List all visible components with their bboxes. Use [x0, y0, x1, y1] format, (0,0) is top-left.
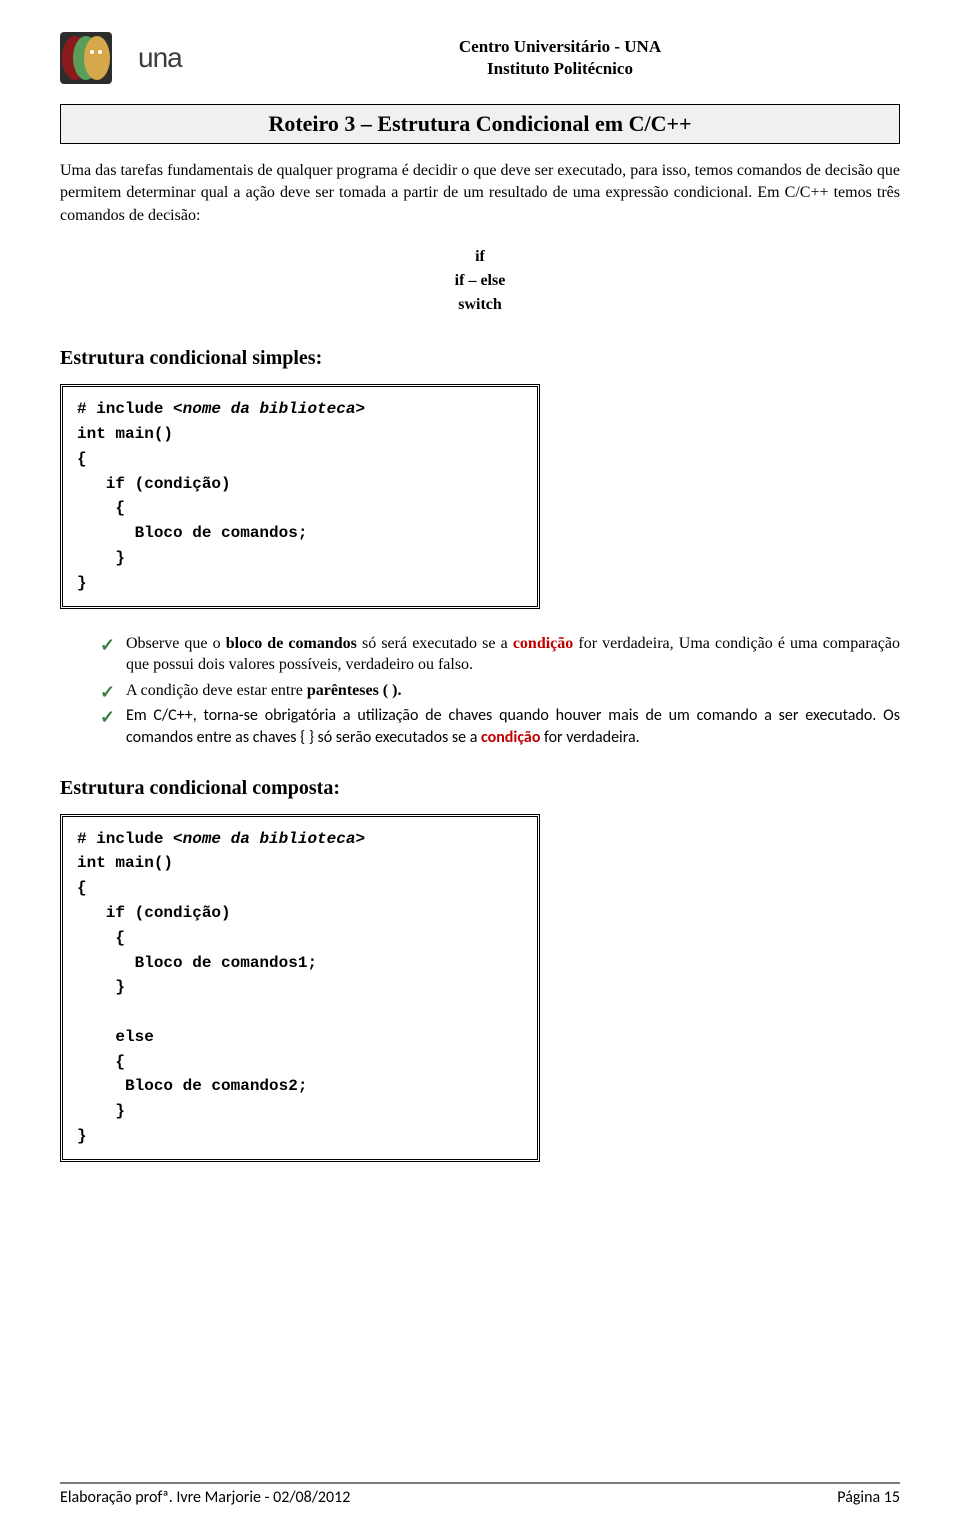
- code-line: # include <nome da biblioteca>: [77, 830, 365, 848]
- code-line: }: [77, 549, 125, 567]
- cmd-switch: switch: [60, 293, 900, 317]
- section1-title: Estrutura condicional simples:: [60, 347, 900, 370]
- footer-row: Elaboração profª. Ivre Marjorie - 02/08/…: [60, 1488, 900, 1507]
- code-line: if (condição): [77, 904, 231, 922]
- code-line: if (condição): [77, 475, 231, 493]
- code-line: }: [77, 1102, 125, 1120]
- code-line: }: [77, 1127, 87, 1145]
- section1-bullets: Observe que o bloco de comandos só será …: [100, 633, 900, 749]
- code-line: {: [77, 929, 125, 947]
- page-footer: Elaboração profª. Ivre Marjorie - 02/08/…: [60, 1482, 900, 1507]
- intro-paragraph: Uma das tarefas fundamentais de qualquer…: [60, 160, 900, 227]
- page-header: una Centro Universitário - UNA Instituto…: [60, 30, 900, 86]
- section2-title: Estrutura condicional composta:: [60, 777, 900, 800]
- code-line: {: [77, 499, 125, 517]
- bullet-item: Em C/C++, torna-se obrigatória a utiliza…: [100, 705, 900, 748]
- cmd-if-else: if – else: [60, 269, 900, 293]
- code-box-simple: # include <nome da biblioteca> int main(…: [60, 384, 540, 608]
- code-line: {: [77, 450, 87, 468]
- code-line: }: [77, 978, 125, 996]
- code-line: # include <nome da biblioteca>: [77, 400, 365, 418]
- header-line1: Centro Universitário - UNA: [220, 36, 900, 58]
- code-box-compound: # include <nome da biblioteca> int main(…: [60, 814, 540, 1162]
- code-line: int main(): [77, 425, 173, 443]
- document-title: Roteiro 3 – Estrutura Condicional em C/C…: [60, 104, 900, 144]
- cmd-if: if: [60, 245, 900, 269]
- code-line: Bloco de comandos;: [77, 524, 307, 542]
- footer-author: Elaboração profª. Ivre Marjorie - 02/08/…: [60, 1488, 350, 1507]
- logo-faces-icon: [60, 32, 132, 84]
- code-line: {: [77, 1053, 125, 1071]
- code-line: Bloco de comandos2;: [77, 1077, 307, 1095]
- document-page: una Centro Universitário - UNA Instituto…: [0, 0, 960, 1527]
- una-logo: una: [60, 30, 220, 86]
- code-line: }: [77, 574, 87, 592]
- logo-wordmark: una: [138, 42, 182, 74]
- bullet-item: Observe que o bloco de comandos só será …: [100, 633, 900, 676]
- code-line: int main(): [77, 854, 173, 872]
- code-line: Bloco de comandos1;: [77, 954, 317, 972]
- decision-commands: if if – else switch: [60, 245, 900, 317]
- code-line: {: [77, 879, 87, 897]
- code-line: else: [77, 1028, 154, 1046]
- footer-page-number: Página 15: [837, 1488, 900, 1507]
- header-line2: Instituto Politécnico: [220, 58, 900, 80]
- bullet-item: A condição deve estar entre parênteses (…: [100, 680, 900, 702]
- footer-divider: [60, 1482, 900, 1484]
- header-institution: Centro Universitário - UNA Instituto Pol…: [220, 30, 900, 80]
